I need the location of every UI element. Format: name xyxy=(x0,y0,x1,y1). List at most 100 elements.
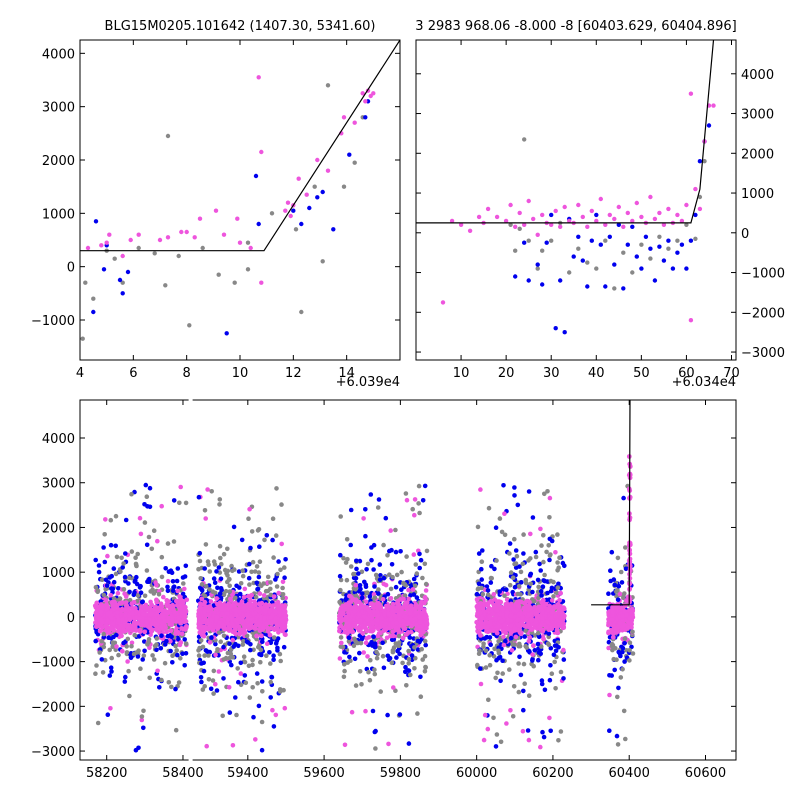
data-point xyxy=(165,541,171,546)
data-point xyxy=(152,611,158,617)
data-point xyxy=(611,577,617,582)
data-point xyxy=(256,601,262,607)
data-point xyxy=(567,218,572,224)
data-point xyxy=(140,657,145,662)
data-point xyxy=(639,266,644,271)
data-point xyxy=(533,549,539,555)
data-point xyxy=(182,637,187,642)
data-point xyxy=(511,684,517,689)
data-point xyxy=(102,559,108,565)
data-point xyxy=(183,626,189,632)
data-point xyxy=(514,553,520,559)
data-point xyxy=(182,586,187,592)
data-point xyxy=(275,571,280,577)
data-point xyxy=(357,583,363,588)
data-point xyxy=(488,575,494,581)
data-point xyxy=(400,660,405,666)
data-point xyxy=(182,663,187,668)
data-point xyxy=(556,738,561,743)
data-point xyxy=(105,612,111,617)
data-point xyxy=(279,541,285,547)
data-point xyxy=(615,742,621,747)
data-point xyxy=(129,643,134,649)
data-point xyxy=(679,218,685,224)
data-point xyxy=(539,644,544,649)
data-point xyxy=(622,591,627,596)
data-point xyxy=(537,561,542,567)
data-point xyxy=(576,202,581,208)
data-point xyxy=(165,584,170,590)
y-tick-label: 0 xyxy=(67,261,75,276)
data-point xyxy=(269,211,275,216)
data-point xyxy=(412,666,417,671)
data-point xyxy=(548,663,553,668)
data-point xyxy=(207,587,212,592)
data-point xyxy=(351,643,357,648)
data-point xyxy=(255,681,260,686)
data-point xyxy=(546,543,551,548)
data-point xyxy=(562,563,567,569)
data-point xyxy=(479,585,484,591)
data-point xyxy=(415,647,421,652)
data-point xyxy=(250,685,255,690)
data-point xyxy=(277,609,282,615)
data-point xyxy=(203,625,208,630)
data-point xyxy=(502,532,508,538)
data-point xyxy=(93,219,99,224)
data-point xyxy=(507,667,512,672)
data-point xyxy=(168,568,174,573)
data-point xyxy=(372,667,377,672)
data-point xyxy=(255,528,261,533)
model-line xyxy=(416,40,715,224)
data-point xyxy=(422,561,428,567)
data-point xyxy=(159,633,164,638)
data-point xyxy=(174,578,180,584)
data-point xyxy=(267,603,273,608)
data-point xyxy=(652,278,658,283)
data-point xyxy=(357,669,363,674)
data-point xyxy=(173,727,179,733)
data-point xyxy=(271,653,276,658)
data-point xyxy=(165,588,171,594)
data-point xyxy=(622,659,627,664)
data-point xyxy=(155,668,160,674)
data-point xyxy=(576,246,581,251)
data-point xyxy=(121,640,126,646)
data-point xyxy=(200,644,206,650)
data-point xyxy=(598,242,603,247)
data-point xyxy=(634,254,639,259)
data-point xyxy=(233,626,238,632)
data-point xyxy=(619,580,625,585)
data-point xyxy=(522,137,527,142)
data-point xyxy=(281,607,287,612)
data-point xyxy=(129,640,135,646)
data-point xyxy=(160,614,166,620)
data-point xyxy=(538,589,544,594)
data-point xyxy=(357,650,362,656)
data-point xyxy=(271,555,276,560)
data-point xyxy=(358,586,363,592)
x-tick-label: 30 xyxy=(543,366,560,381)
data-point xyxy=(214,614,220,620)
data-point xyxy=(530,652,535,657)
data-point xyxy=(237,240,243,245)
data-point xyxy=(249,529,255,534)
data-point xyxy=(498,739,504,745)
data-point xyxy=(494,558,499,563)
data-point xyxy=(183,651,189,656)
data-point xyxy=(159,624,165,630)
data-point xyxy=(218,586,224,591)
data-point xyxy=(233,595,238,601)
data-point xyxy=(554,590,559,595)
data-point xyxy=(385,653,391,659)
data-point xyxy=(414,571,420,576)
data-point xyxy=(615,597,621,602)
data-point xyxy=(127,575,132,581)
data-point xyxy=(549,671,555,676)
data-point xyxy=(141,611,146,617)
data-point xyxy=(331,227,336,232)
data-point xyxy=(267,632,273,638)
data-point xyxy=(620,649,625,655)
data-point xyxy=(217,543,223,549)
data-point xyxy=(125,269,131,275)
